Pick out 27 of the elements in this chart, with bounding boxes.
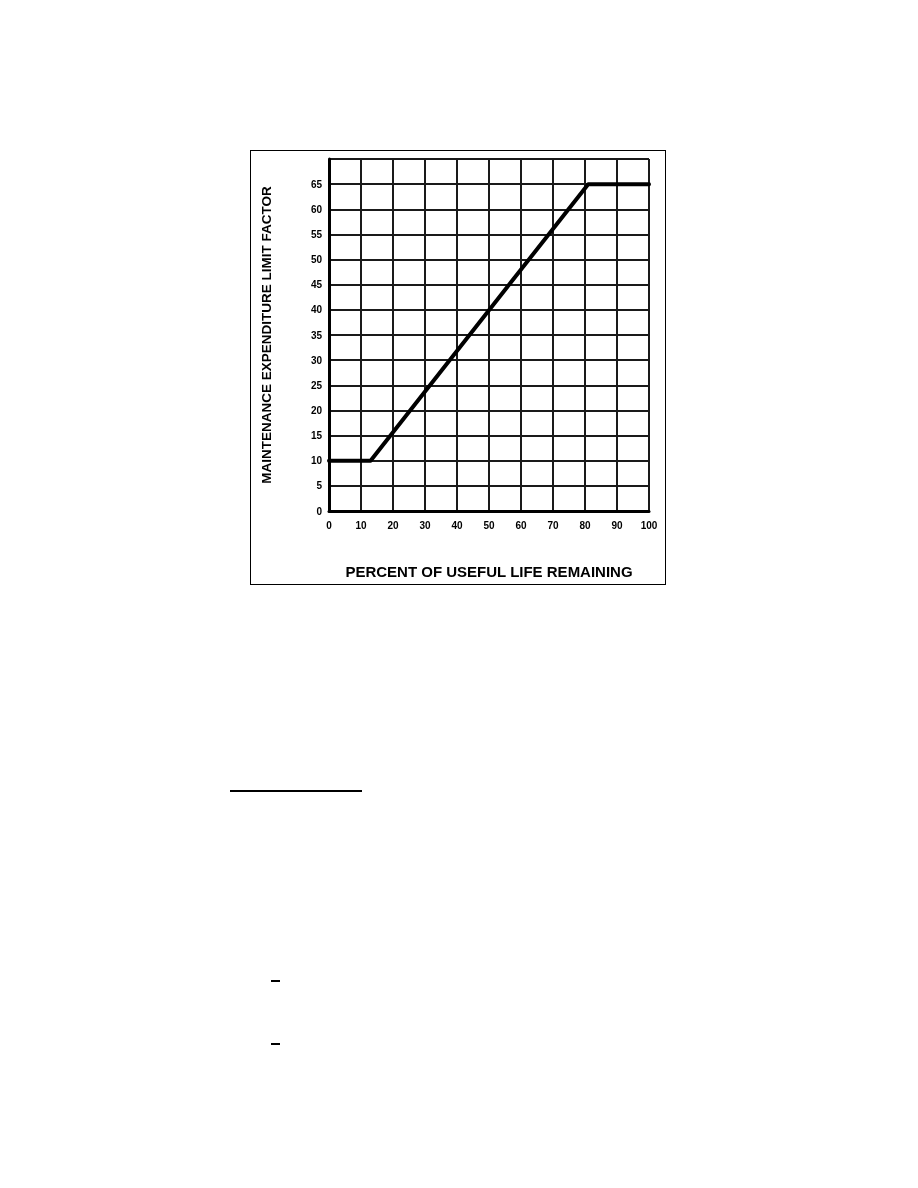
y-tick-label: 35 — [310, 329, 323, 341]
y-tick-label: 25 — [310, 379, 323, 391]
x-axis-title: PERCENT OF USEFUL LIFE REMAINING — [345, 563, 633, 580]
x-tick-label: 60 — [515, 519, 527, 531]
y-tick-label: 20 — [310, 404, 323, 416]
y-tick-label: 55 — [310, 228, 323, 240]
x-tick-label: 100 — [640, 519, 658, 531]
x-tick-label: 90 — [611, 519, 623, 531]
y-tick-label: 5 — [316, 480, 323, 492]
x-tick-label: 0 — [326, 519, 333, 531]
x-tick-label: 40 — [451, 519, 463, 531]
y-tick-label: 40 — [310, 304, 323, 316]
x-tick-label: 10 — [355, 519, 367, 531]
y-tick-label: 10 — [310, 455, 323, 467]
x-tick-label: 80 — [579, 519, 591, 531]
y-tick-label: 65 — [310, 178, 323, 190]
x-tick-label: 30 — [419, 519, 431, 531]
y-tick-label: 45 — [310, 279, 323, 291]
y-tick-label: 0 — [316, 505, 323, 517]
y-axis-title: MAINTENANCE EXPENDITURE LIMIT FACTOR — [258, 186, 274, 484]
y-tick-label: 15 — [310, 430, 323, 442]
x-tick-label: 20 — [387, 519, 399, 531]
y-tick-label: 50 — [310, 254, 323, 266]
y-tick-label: 60 — [310, 203, 323, 215]
x-tick-label: 70 — [547, 519, 559, 531]
y-tick-label: 30 — [310, 354, 323, 366]
x-tick-label: 50 — [483, 519, 495, 531]
